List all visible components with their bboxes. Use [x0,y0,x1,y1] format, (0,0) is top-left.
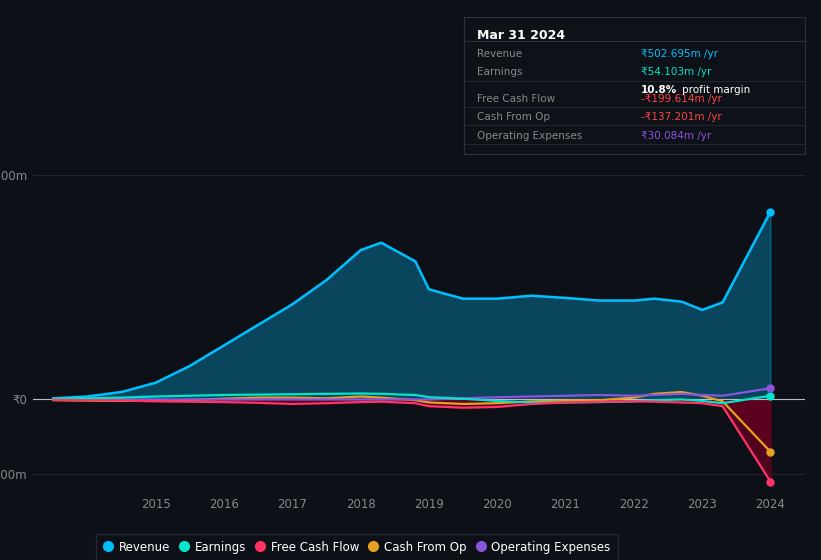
Text: ₹30.084m /yr: ₹30.084m /yr [641,131,711,141]
Text: Cash From Op: Cash From Op [478,112,551,122]
Text: Revenue: Revenue [478,49,523,59]
Text: profit margin: profit margin [682,85,750,95]
Text: Earnings: Earnings [478,67,523,77]
Legend: Revenue, Earnings, Free Cash Flow, Cash From Op, Operating Expenses: Revenue, Earnings, Free Cash Flow, Cash … [96,534,617,560]
Text: -₹199.614m /yr: -₹199.614m /yr [641,94,722,104]
Text: Free Cash Flow: Free Cash Flow [478,94,556,104]
Text: ₹54.103m /yr: ₹54.103m /yr [641,67,712,77]
Text: ₹502.695m /yr: ₹502.695m /yr [641,49,718,59]
Text: 10.8%: 10.8% [641,85,677,95]
Text: Mar 31 2024: Mar 31 2024 [478,29,566,42]
Text: Operating Expenses: Operating Expenses [478,131,583,141]
Text: -₹137.201m /yr: -₹137.201m /yr [641,112,722,122]
